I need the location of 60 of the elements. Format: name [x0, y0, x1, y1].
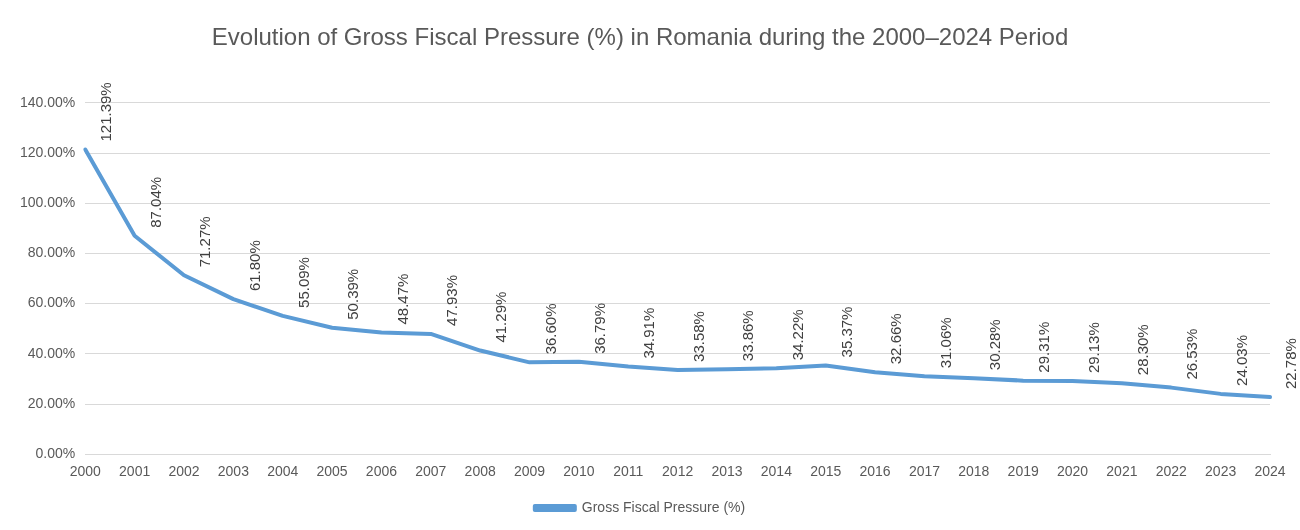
x-tick-label: 2011 [613, 463, 644, 480]
y-tick-label: 100.00% [19, 194, 76, 211]
x-tick-label: 2007 [415, 463, 447, 480]
data-label: 26.53% [1183, 328, 1201, 380]
legend-label: Gross Fiscal Pressure (%) [581, 498, 746, 515]
x-tick-label: 2023 [1205, 463, 1237, 480]
x-tick-label: 2010 [563, 463, 595, 480]
data-label: 61.80% [245, 240, 263, 292]
data-label: 34.22% [788, 309, 806, 361]
x-tick-label: 2024 [1254, 463, 1286, 480]
x-tick-label: 2020 [1056, 463, 1089, 480]
y-tick-label: 40.00% [27, 344, 76, 361]
x-tick-label: 2014 [760, 463, 793, 480]
data-label: 36.79% [591, 302, 609, 354]
x-tick-label: 2021 [1106, 463, 1138, 480]
data-label: 48.47% [393, 273, 411, 325]
data-label: 31.06% [936, 317, 954, 369]
data-label: 33.58% [689, 311, 707, 362]
x-tick-label: 2015 [810, 463, 842, 480]
x-tick-label: 2006 [365, 463, 398, 480]
x-tick-label: 2008 [464, 463, 496, 480]
y-tick-label: 140.00% [19, 93, 76, 110]
data-label: 50.39% [344, 268, 362, 320]
x-tick-label: 2009 [513, 463, 546, 480]
chart-title: Evolution of Gross Fiscal Pressure (%) in Romania during the 2000–2024 Period [211, 23, 1069, 51]
y-tick-label: 120.00% [19, 143, 76, 160]
data-label: 71.27% [196, 216, 214, 268]
x-tick-label: 2019 [1007, 463, 1039, 480]
x-tick-label: 2003 [217, 463, 250, 480]
data-label: 22.78% [1282, 338, 1300, 390]
data-label: 36.60% [541, 303, 559, 355]
x-tick-label: 2001 [119, 463, 151, 480]
y-tick-label: 20.00% [27, 394, 76, 411]
data-label: 47.93% [442, 275, 460, 326]
x-tick-label: 2022 [1155, 463, 1188, 480]
data-label: 41.29% [492, 291, 510, 343]
data-label: 35.37% [837, 306, 855, 358]
x-tick-label: 2012 [662, 463, 694, 480]
y-tick-label: 0.00% [35, 445, 76, 462]
x-tick-label: 2013 [711, 463, 743, 480]
data-label: 121.39% [97, 82, 115, 142]
data-label: 28.30% [1134, 324, 1152, 376]
x-tick-label: 2016 [859, 463, 891, 480]
y-tick-label: 80.00% [27, 244, 76, 261]
data-label: 30.28% [985, 319, 1003, 371]
data-label: 55.09% [294, 257, 312, 308]
data-label: 29.13% [1084, 322, 1102, 374]
data-label: 24.03% [1232, 335, 1250, 386]
data-label: 33.86% [739, 310, 757, 362]
data-label: 34.91% [640, 307, 658, 359]
x-tick-label: 2002 [168, 463, 200, 480]
x-tick-label: 2004 [267, 463, 299, 480]
x-tick-label: 2005 [316, 463, 348, 480]
x-tick-label: 2018 [958, 463, 990, 480]
x-tick-label: 2017 [908, 463, 941, 480]
x-tick-label: 2000 [69, 463, 102, 480]
data-label: 87.04% [146, 176, 164, 228]
data-label: 32.66% [887, 313, 905, 365]
y-tick-label: 60.00% [27, 294, 76, 311]
data-label: 29.31% [1035, 321, 1053, 373]
